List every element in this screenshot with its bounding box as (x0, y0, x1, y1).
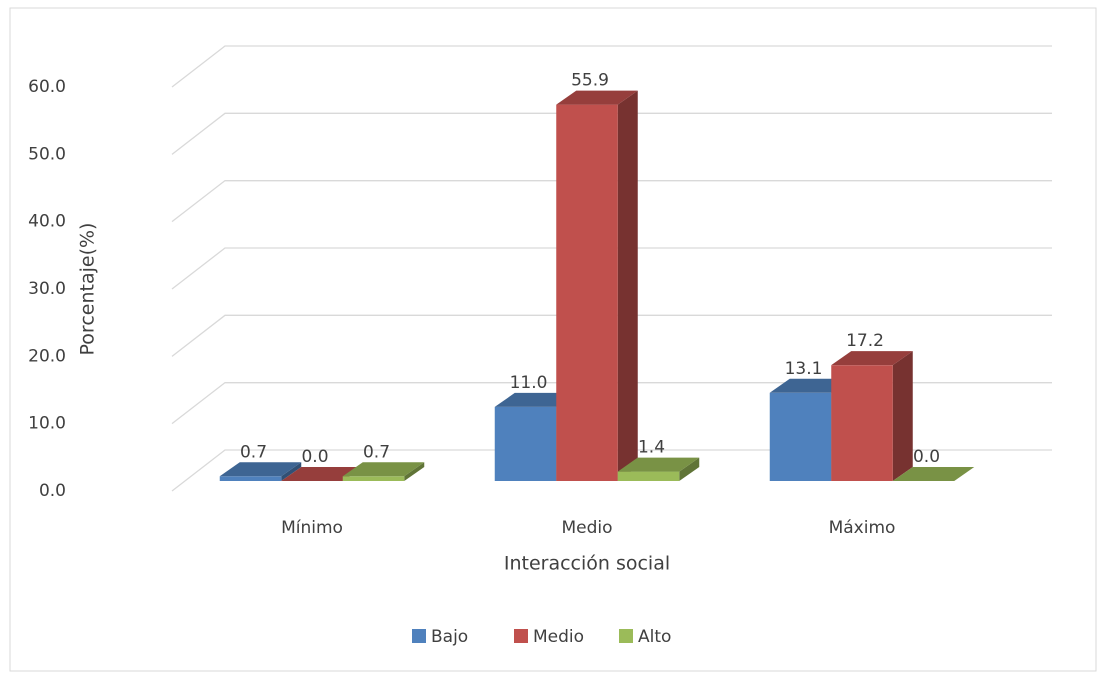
legend-swatch (514, 629, 528, 643)
bar (342, 476, 405, 481)
chart-frame (9, 7, 1097, 672)
data-label: 0.0 (913, 447, 940, 467)
bar-top (617, 457, 700, 472)
x-axis-title: Interacción social (504, 553, 670, 575)
legend-label: Medio (533, 627, 584, 647)
bar (556, 104, 618, 482)
data-label: 1.4 (638, 438, 665, 458)
bar-side (281, 462, 302, 481)
y-tick-label: 60.0 (28, 77, 66, 97)
y-tick-label: 40.0 (28, 212, 66, 232)
y-tick-label: 20.0 (28, 346, 66, 366)
bar-side (617, 90, 638, 482)
bar-top (494, 392, 577, 407)
y-axis-title: Porcentaje(%) (77, 223, 99, 356)
legend-swatch (412, 629, 426, 643)
data-label: 55.9 (571, 71, 609, 91)
bar-top (342, 462, 425, 477)
x-tick-label: Medio (561, 518, 612, 538)
x-tick-label: Máximo (829, 518, 896, 538)
data-label: 13.1 (785, 359, 823, 379)
y-tick-label: 50.0 (28, 144, 66, 164)
bar (617, 471, 680, 481)
bar-side (679, 457, 700, 481)
grid-line (171, 45, 1052, 88)
bar-side (404, 462, 425, 481)
grid-line (171, 382, 1052, 425)
grid-line (171, 247, 1052, 290)
bar-top (769, 378, 852, 393)
bar-side (892, 351, 913, 481)
bar (831, 365, 893, 481)
grid-line (171, 112, 1052, 155)
y-tick-label: 30.0 (28, 279, 66, 299)
bar-top (219, 462, 302, 477)
bar-top (892, 467, 975, 481)
legend-label: Bajo (431, 627, 468, 647)
grid-line (171, 314, 1052, 357)
bar-top (281, 467, 363, 481)
bar-top (556, 90, 638, 105)
bar (769, 392, 832, 481)
data-label: 17.2 (846, 331, 884, 351)
legend-swatch (619, 629, 633, 643)
legend-label: Alto (638, 627, 671, 647)
data-label: 0.7 (240, 442, 267, 462)
data-label: 11.0 (510, 373, 548, 393)
y-tick-label: 10.0 (28, 414, 66, 434)
bar (219, 476, 282, 481)
y-tick-label: 0.0 (39, 481, 66, 501)
data-label: 0.0 (301, 447, 328, 467)
x-tick-label: Mínimo (281, 518, 343, 538)
grid-line (171, 180, 1052, 223)
bar-top (831, 351, 913, 366)
data-label: 0.7 (363, 442, 390, 462)
bar (494, 406, 557, 481)
